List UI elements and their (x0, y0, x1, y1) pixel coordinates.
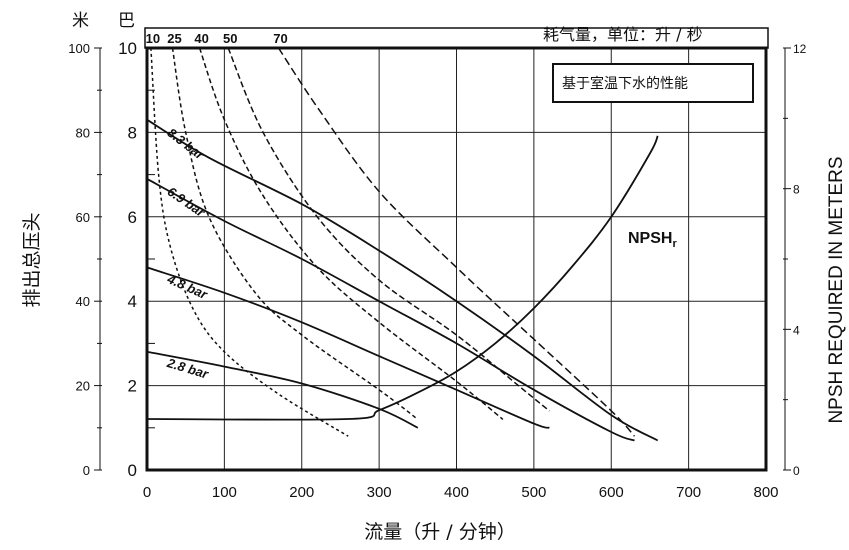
x-tick-label: 600 (599, 484, 624, 501)
x-axis-title: 流量（升 / 分钟） (364, 521, 515, 543)
meters-tick-label: 0 (83, 463, 90, 478)
legend-box-text: 基于室温下水的性能 (562, 75, 688, 92)
bar-tick-label: 4 (128, 292, 137, 311)
x-tick-label: 500 (521, 484, 546, 501)
npsh-label: NPSHr (628, 230, 677, 250)
plot-frame (94, 27, 791, 472)
x-tick-label: 0 (143, 484, 151, 501)
grid-lines (147, 48, 766, 470)
x-tick-label: 200 (289, 484, 314, 501)
npsh-tick-label: 0 (793, 464, 800, 478)
npsh-tick-label: 12 (793, 42, 807, 56)
bar-unit-label: 巴 (118, 11, 135, 31)
x-tick-label: 700 (676, 484, 701, 501)
npsh-curve-group (146, 135, 659, 421)
x-tick-label: 800 (753, 484, 778, 501)
meters-tick-label: 20 (76, 379, 90, 394)
pressure-curve-6-9-bar (146, 178, 635, 442)
air-tick-label: 70 (273, 31, 287, 46)
meters-tick-label: 60 (76, 210, 90, 225)
meters-tick-label: 80 (76, 125, 90, 140)
x-tick-label: 300 (367, 484, 392, 501)
x-tick-label: 100 (212, 484, 237, 501)
air-tick-label: 25 (167, 31, 181, 46)
meters-tick-label: 40 (76, 294, 90, 309)
pressure-label-8-3-bar: 8.3 bar (165, 125, 208, 163)
bar-tick-label: 10 (118, 39, 137, 58)
air-tick-label: 40 (194, 31, 208, 46)
pressure-curve-4-8-bar (146, 266, 550, 429)
npsh-tick-label: 8 (793, 183, 800, 197)
y-axis-right-title: NPSH REQUIRED IN METERS (826, 156, 847, 423)
air-curve-50 (227, 47, 550, 412)
npsh-tick-label: 4 (793, 323, 800, 337)
pressure-label-6-9-bar: 6.9 bar (165, 184, 209, 221)
bar-tick-label: 2 (128, 377, 137, 396)
pressure-curve-8-3-bar (146, 118, 659, 442)
air-header-box (144, 27, 769, 49)
y-axis-left-title: 排出总压头 (21, 212, 43, 307)
bar-tick-label: 8 (128, 123, 137, 142)
x-tick-label: 400 (444, 484, 469, 501)
meters-unit-label: 米 (72, 11, 89, 31)
bar-tick-label: 6 (128, 208, 137, 227)
air-tick-label: 50 (223, 31, 237, 46)
meters-tick-label: 100 (68, 41, 90, 56)
air-curve-25 (171, 47, 419, 420)
air-consumption-header: 耗气量，单位：升 / 秒 (543, 25, 703, 44)
bar-tick-label: 0 (128, 461, 137, 480)
pressure-curve-2-8-bar (146, 350, 419, 429)
air-tick-label: 10 (146, 31, 160, 46)
npsh-curve-line (146, 135, 659, 421)
legend-box (552, 63, 754, 103)
air-curve-70 (277, 47, 636, 437)
